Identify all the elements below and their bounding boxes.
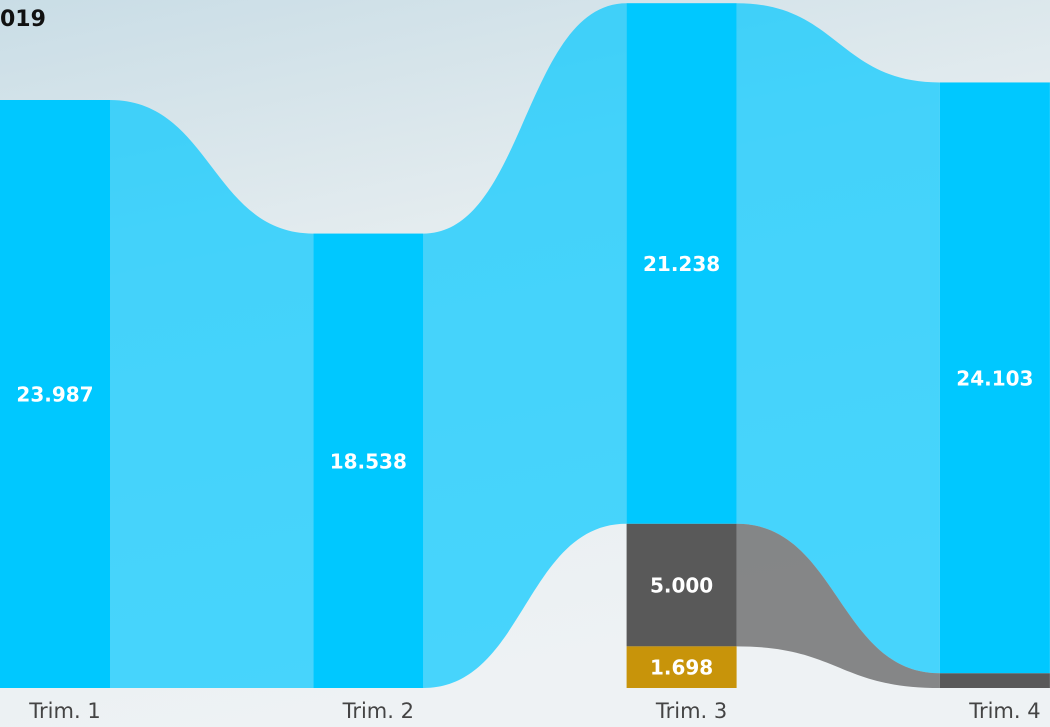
bar bbox=[626, 646, 737, 688]
x-tick-label: Trim. 2 bbox=[342, 699, 414, 723]
x-tick-label: Trim. 3 bbox=[655, 699, 727, 723]
ribbon bbox=[736, 3, 940, 674]
data-label: 23.987 bbox=[16, 383, 93, 407]
bar bbox=[626, 523, 737, 647]
ribbon bbox=[736, 523, 940, 688]
bar bbox=[939, 82, 1050, 674]
ribbon bbox=[423, 3, 627, 688]
bar bbox=[313, 233, 424, 688]
bar bbox=[939, 673, 1050, 688]
chart-title: 019 bbox=[0, 7, 46, 32]
data-label: 1.698 bbox=[650, 656, 713, 680]
x-tick-label: Trim. 4 bbox=[968, 699, 1040, 723]
data-label: 5.000 bbox=[650, 574, 713, 598]
bar bbox=[626, 3, 737, 524]
data-label: 21.238 bbox=[643, 252, 720, 276]
bar bbox=[0, 100, 110, 688]
x-tick-label: Trim. 1 bbox=[28, 699, 100, 723]
data-label: 24.103 bbox=[956, 366, 1033, 390]
data-label: 18.538 bbox=[330, 449, 407, 473]
ribbon bbox=[110, 100, 314, 688]
